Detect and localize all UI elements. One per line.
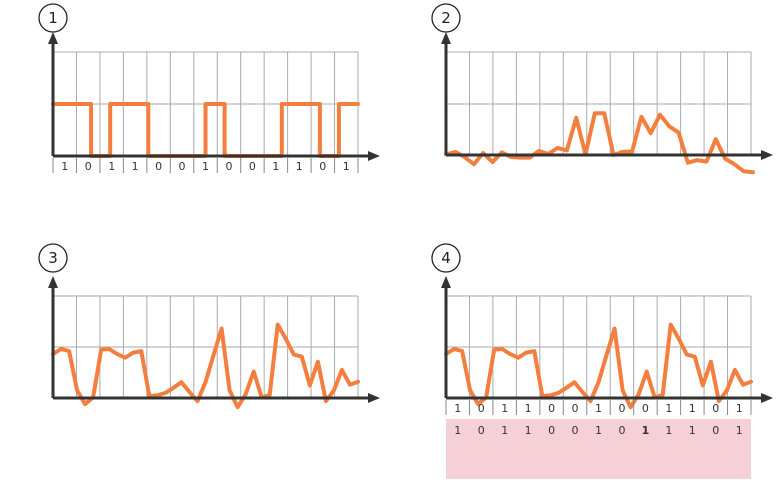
decoded-bit: 0 bbox=[548, 424, 555, 437]
bit-label: 1 bbox=[736, 402, 743, 415]
panel-1: 1 1 0 1 1 0 0 1 0 0 1 1 0 1 bbox=[38, 3, 380, 173]
bit-label: 1 bbox=[202, 160, 209, 173]
decoded-band-background bbox=[446, 419, 751, 479]
bit-label: 1 bbox=[296, 160, 303, 173]
signal-waveform bbox=[51, 322, 360, 410]
bit-label: 0 bbox=[548, 402, 555, 415]
decoded-bit: 1 bbox=[595, 424, 602, 437]
panel-4: 4 1 0 1 1 0 0 1 0 0 1 1 0 1 1 0 1 1 0 0 1 0 1 1 1 0 1 bbox=[431, 243, 773, 479]
decoded-bit: 1 bbox=[689, 424, 696, 437]
decoded-bits-band: 1 0 1 1 0 0 1 0 1 1 1 0 1 bbox=[446, 419, 751, 479]
decoded-bit: 1 bbox=[525, 424, 532, 437]
bit-label: 0 bbox=[572, 402, 579, 415]
x-axis-arrow bbox=[368, 151, 380, 161]
bit-row: 1 0 1 1 0 0 1 0 0 1 1 0 1 bbox=[445, 400, 752, 415]
axes bbox=[48, 276, 380, 403]
y-axis-arrow bbox=[48, 32, 58, 44]
bit-label: 0 bbox=[319, 160, 326, 173]
signal-waveform bbox=[444, 322, 753, 410]
decoded-bit: 1 bbox=[665, 424, 672, 437]
panel-number-badge bbox=[431, 243, 461, 273]
signal-waveform bbox=[51, 102, 360, 158]
x-axis-arrow bbox=[368, 393, 380, 403]
bit-label: 1 bbox=[343, 160, 350, 173]
panel-2: 2 bbox=[431, 3, 773, 175]
bit-label: 0 bbox=[249, 160, 256, 173]
x-axis-arrow bbox=[761, 393, 773, 403]
y-axis-arrow bbox=[48, 276, 58, 288]
bit-label: 1 bbox=[501, 402, 508, 415]
panel-number: 3 bbox=[48, 249, 58, 267]
bit-row: 1 0 1 1 0 0 1 0 0 1 1 0 1 bbox=[52, 158, 359, 173]
decoded-bit: 1 bbox=[736, 424, 743, 437]
panel-number: 4 bbox=[441, 249, 451, 267]
axes bbox=[48, 32, 380, 161]
panel-number: 2 bbox=[441, 9, 451, 27]
bit-label: 0 bbox=[712, 402, 719, 415]
decoded-bit: 0 bbox=[712, 424, 719, 437]
panel-number: 1 bbox=[48, 9, 58, 27]
x-axis-arrow bbox=[761, 150, 773, 160]
bit-label: 1 bbox=[689, 402, 696, 415]
panel-3: 3 bbox=[38, 243, 380, 410]
decoded-bit: 0 bbox=[478, 424, 485, 437]
bit-label: 1 bbox=[525, 402, 532, 415]
bit-label: 0 bbox=[85, 160, 92, 173]
grid bbox=[53, 295, 359, 398]
bit-label: 0 bbox=[179, 160, 186, 173]
axes bbox=[441, 276, 773, 403]
decoded-bit: 1 bbox=[501, 424, 508, 437]
signal-waveform bbox=[444, 111, 755, 175]
y-axis-arrow bbox=[441, 276, 451, 288]
bit-label: 0 bbox=[155, 160, 162, 173]
decoded-bit: 0 bbox=[572, 424, 579, 437]
y-axis-arrow bbox=[441, 32, 451, 44]
panel-number-badge bbox=[38, 243, 68, 273]
bit-label: 1 bbox=[665, 402, 672, 415]
decoded-bit: 0 bbox=[619, 424, 626, 437]
bit-label: 1 bbox=[132, 160, 139, 173]
decoded-bit: 1 bbox=[454, 424, 461, 437]
decoded-bit-error: 1 bbox=[642, 424, 650, 437]
grid bbox=[446, 51, 752, 155]
bit-label: 1 bbox=[108, 160, 115, 173]
bit-label: 1 bbox=[272, 160, 279, 173]
bit-label: 0 bbox=[642, 402, 649, 415]
axes bbox=[441, 32, 773, 160]
bit-label: 1 bbox=[595, 402, 602, 415]
bit-label: 0 bbox=[478, 402, 485, 415]
bit-label: 0 bbox=[619, 402, 626, 415]
bit-label: 0 bbox=[226, 160, 233, 173]
bit-label: 1 bbox=[454, 402, 461, 415]
bit-label: 1 bbox=[61, 160, 68, 173]
